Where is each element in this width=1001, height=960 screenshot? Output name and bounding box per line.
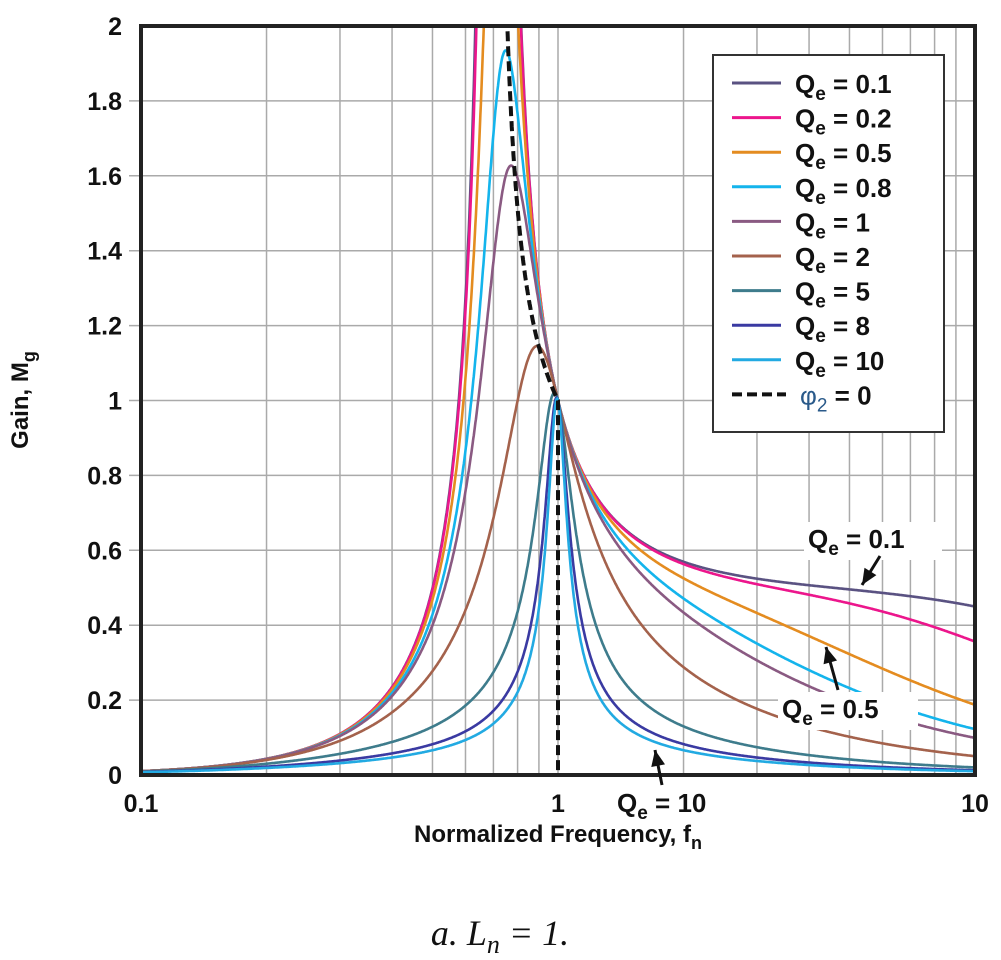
- annotation-bg: [778, 692, 918, 730]
- arrow-head-icon: [823, 647, 838, 665]
- y-tick-label: 1.8: [87, 88, 122, 116]
- legend-label: Qe = 1: [795, 207, 870, 243]
- x-tick-label: 10: [961, 790, 989, 818]
- legend-label: Qe = 0.5: [795, 138, 892, 174]
- annotation-bg: [804, 522, 942, 560]
- y-tick-label: 1: [108, 388, 122, 416]
- legend-label: Qe = 2: [795, 242, 870, 278]
- y-tick-label: 1.2: [87, 313, 122, 341]
- legend-label: Qe = 0.2: [795, 104, 892, 140]
- legend: Qe = 0.1Qe = 0.2Qe = 0.5Qe = 0.8Qe = 1Qe…: [712, 54, 945, 433]
- annotation-label: Qe = 10: [617, 788, 706, 824]
- y-axis-label: Gain, Mg: [7, 351, 39, 449]
- y-tick-label: 0.8: [87, 462, 122, 490]
- y-tick-label: 1.4: [87, 238, 122, 266]
- x-axis-label: Normalized Frequency, fn: [414, 821, 702, 853]
- y-tick-label: 1.6: [87, 163, 122, 191]
- y-tick-label: 0.6: [87, 537, 122, 565]
- legend-label: Qe = 8: [795, 311, 870, 347]
- phase-boundary-line: [505, 26, 560, 775]
- y-tick-label: 0: [108, 762, 122, 790]
- y-tick-label: 0.4: [87, 612, 122, 640]
- arrow-head-icon: [862, 567, 877, 585]
- legend-label: φ2 = 0: [800, 380, 872, 416]
- legend-label: Qe = 10: [795, 346, 884, 382]
- curves: [141, 26, 975, 775]
- legend-label: Qe = 0.1: [795, 69, 892, 105]
- y-tick-label: 0.2: [87, 687, 122, 715]
- x-tick-label: 0.1: [124, 790, 159, 818]
- annotations: Qe = 0.1 Qe = 0.5 Qe = 10: [613, 522, 942, 824]
- legend-label: Qe = 0.8: [795, 173, 892, 209]
- plot-frame: [139, 24, 977, 777]
- annotation-label: Qe = 0.1: [808, 524, 905, 560]
- arrow-head-icon: [651, 750, 666, 768]
- caption: a. Ln = 1.: [431, 913, 569, 959]
- x-tick-label: 1: [551, 790, 565, 818]
- tick-labels: 0 0.2 0.4 0.6 0.8 1 1.2 1.4 1.6 1.8 2 0.1 1 10: [87, 13, 989, 818]
- y-tick-label: 2: [108, 13, 122, 41]
- legend-label: Qe = 5: [795, 277, 870, 313]
- annotation-label: Qe = 0.5: [782, 694, 879, 730]
- annotation-bg: [613, 786, 751, 824]
